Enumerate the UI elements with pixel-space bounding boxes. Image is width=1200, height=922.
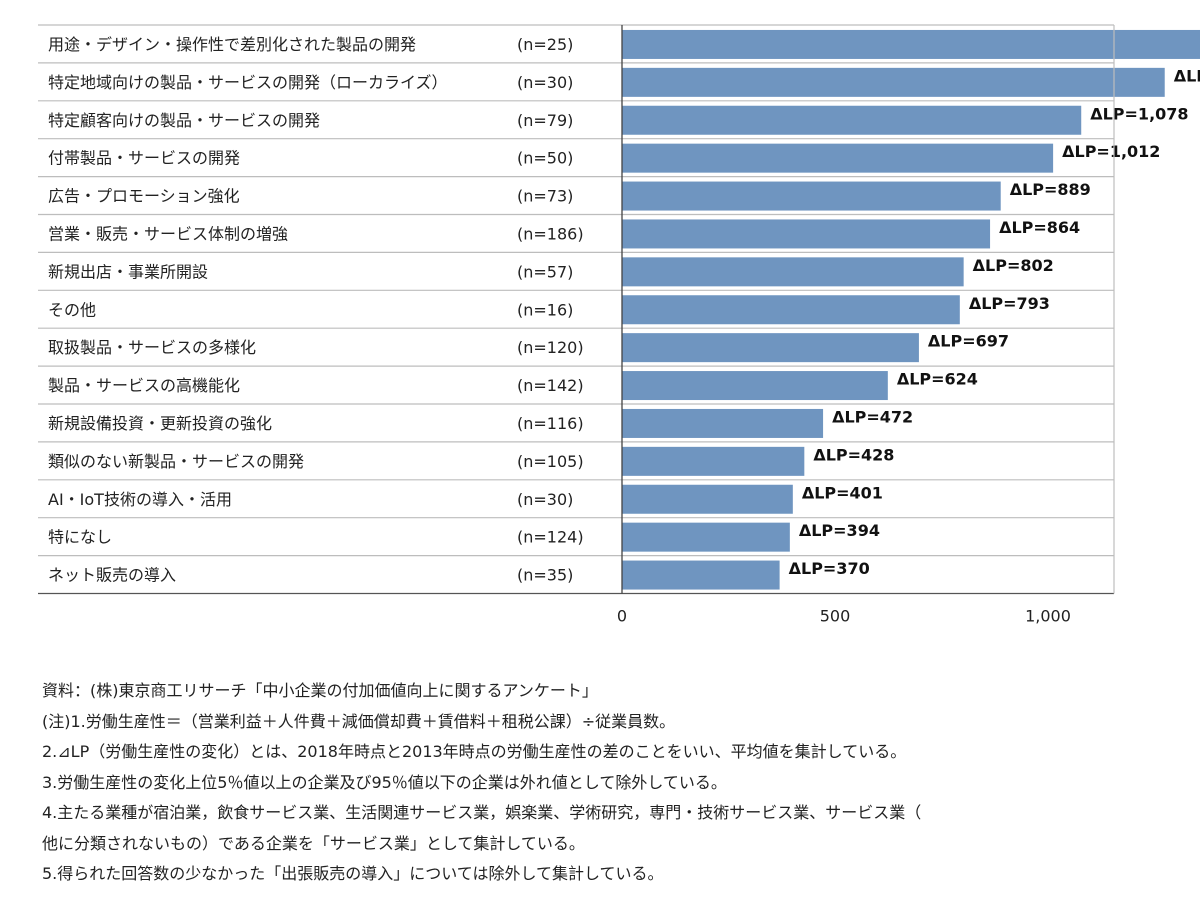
note-4-cont: 他に分類されないもの）である企業を「サービス業」として集計している。 [42, 833, 585, 853]
sample-size-label: (n=116) [517, 414, 584, 433]
sample-size-label: (n=124) [517, 528, 584, 547]
data-label: ΔLP=1,012 [1062, 142, 1160, 161]
note-2: 2.⊿LP（労働生産性の変化）とは、2018年時点と2013年時点の労働生産性の… [42, 742, 907, 761]
category-label: ネット販売の導入 [48, 566, 176, 585]
bar [622, 219, 991, 249]
note-5: 5.得られた回答数の少なかった「出張販売の導入」については除外して集計している。 [42, 864, 664, 883]
bar [622, 143, 1054, 173]
category-label: その他 [48, 300, 96, 319]
x-tick-label: 500 [820, 607, 851, 626]
data-label: ΔLP=889 [1010, 180, 1091, 199]
data-label: ΔLP=370 [789, 559, 870, 578]
sample-size-label: (n=142) [517, 376, 584, 395]
x-tick-label: 1,000 [1025, 607, 1071, 626]
sample-size-label: (n=105) [517, 452, 584, 471]
bar [622, 484, 793, 514]
category-label: 特定地域向けの製品・サービスの開発（ローカライズ） [48, 73, 448, 92]
sample-size-label: (n=73) [517, 187, 573, 206]
category-label: 新規設備投資・更新投資の強化 [48, 414, 272, 433]
bar [622, 29, 1200, 59]
data-label: ΔLP=802 [973, 256, 1054, 275]
x-tick-label: 0 [617, 607, 627, 626]
sample-size-label: (n=120) [517, 338, 584, 357]
data-label: ΔLP=472 [832, 407, 913, 426]
category-label: 特になし [48, 528, 112, 547]
data-label: ΔLP=1,274 [1174, 66, 1200, 85]
bar [622, 560, 780, 590]
data-label: ΔLP=624 [897, 370, 978, 389]
category-label: 特定顧客向けの製品・サービスの開発 [48, 111, 320, 130]
bar [622, 408, 824, 438]
category-label: 営業・販売・サービス体制の増強 [48, 224, 288, 243]
category-label: 製品・サービスの高機能化 [48, 376, 240, 395]
chart-rows: 用途・デザイン・操作性で差別化された製品の開発 (n=25) 特定地域向けの製品・サ… [38, 24, 1114, 595]
note-4: 4.主たる業種が宿泊業，飲食サービス業、生活関連サービス業，娯楽業、学術研究，専… [42, 803, 922, 822]
bar [622, 446, 805, 476]
data-label: ΔLP=697 [928, 332, 1009, 351]
bar [622, 333, 919, 363]
bar [622, 67, 1165, 97]
data-label: ΔLP=401 [802, 483, 883, 502]
notes: 資料：(株)東京商工リサーチ「中小企業の付加価値向上に関するアンケート」 (注)… [42, 676, 1162, 890]
category-label: 用途・デザイン・操作性で差別化された製品の開発 [48, 35, 416, 54]
bar-chart: 用途・デザイン・操作性で差別化された製品の開発 (n=25) 特定地域向けの製品・サ… [38, 24, 1200, 626]
bar [622, 181, 1001, 211]
bar [622, 105, 1082, 135]
sample-size-label: (n=25) [517, 35, 573, 54]
bar [622, 257, 964, 287]
data-label: ΔLP=394 [799, 521, 880, 540]
category-label: 類似のない新製品・サービスの開発 [48, 452, 304, 471]
data-label: ΔLP=793 [969, 294, 1050, 313]
sample-size-label: (n=57) [517, 262, 573, 281]
bar [622, 295, 960, 325]
category-label: 新規出店・事業所開設 [48, 262, 208, 281]
sample-size-label: (n=50) [517, 149, 573, 168]
data-label: ΔLP=864 [999, 218, 1080, 237]
data-label: ΔLP=428 [813, 445, 894, 464]
chart-bars: ΔLP=1,706ΔLP=1,274ΔLP=1,078ΔLP=1,012ΔLP=… [622, 29, 1200, 590]
source-note: 資料：(株)東京商工リサーチ「中小企業の付加価値向上に関するアンケート」 [42, 681, 598, 700]
sample-size-label: (n=30) [517, 490, 573, 509]
category-label: 広告・プロモーション強化 [48, 187, 240, 206]
data-label: ΔLP=1,078 [1090, 104, 1188, 123]
sample-size-label: (n=30) [517, 73, 573, 92]
category-label: AI・IoT技術の導入・活用 [48, 490, 232, 509]
note-1: (注)1.労働生産性＝（営業利益＋人件費＋減価償却費＋賃借料＋租税公課）÷従業員… [42, 711, 676, 731]
note-3: 3.労働生産性の変化上位5％値以上の企業及び95％値以下の企業は外れ値として除外… [42, 772, 727, 792]
bar [622, 522, 790, 552]
sample-size-label: (n=35) [517, 566, 573, 585]
category-label: 付帯製品・サービスの開発 [48, 149, 240, 168]
bar [622, 371, 888, 401]
sample-size-label: (n=186) [517, 224, 584, 243]
sample-size-label: (n=79) [517, 111, 573, 130]
sample-size-label: (n=16) [517, 300, 573, 319]
category-label: 取扱製品・サービスの多様化 [48, 338, 256, 357]
